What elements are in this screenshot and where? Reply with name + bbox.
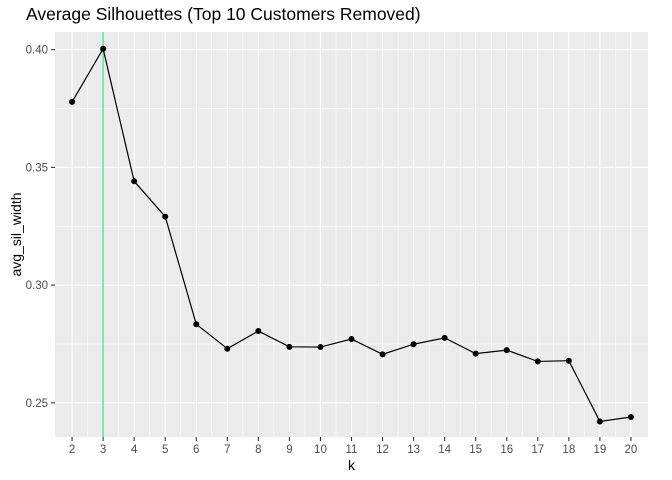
data-point — [441, 334, 448, 341]
x-tick-label: 6 — [193, 444, 199, 456]
x-tick-label: 7 — [224, 444, 230, 456]
x-tick-label: 19 — [593, 444, 606, 456]
y-axis-ticks: 0.25 0.30 0.35 0.40 — [26, 45, 55, 410]
data-point — [255, 328, 262, 335]
data-point — [224, 345, 231, 352]
y-tick-label: 0.25 — [26, 398, 48, 410]
series-layer — [69, 45, 634, 425]
data-point — [410, 341, 417, 348]
x-tick-label: 13 — [407, 444, 420, 456]
x-tick-label: 16 — [500, 444, 513, 456]
data-point — [100, 45, 107, 52]
data-point — [596, 418, 603, 425]
chart-title: Average Silhouettes (Top 10 Customers Re… — [26, 4, 421, 24]
x-tick-label: 8 — [255, 444, 261, 456]
x-tick-label: 17 — [531, 444, 544, 456]
y-tick-label: 0.30 — [26, 280, 48, 292]
y-axis-title: avg_sil_width — [8, 192, 24, 276]
x-tick-label: 3 — [100, 444, 106, 456]
x-axis-title: k — [348, 457, 356, 473]
x-tick-label: 18 — [562, 444, 575, 456]
data-point — [534, 358, 541, 365]
x-tick-label: 9 — [286, 444, 292, 456]
data-point — [503, 347, 510, 354]
data-point — [286, 343, 293, 350]
x-tick-label: 10 — [314, 444, 327, 456]
y-tick-label: 0.35 — [26, 162, 48, 174]
data-point — [627, 413, 634, 420]
x-tick-label: 12 — [376, 444, 389, 456]
x-tick-label: 5 — [162, 444, 168, 456]
data-point — [193, 321, 200, 328]
x-tick-label: 4 — [131, 444, 138, 456]
x-axis-ticks: 2 3 4 5 6 7 8 9 10 11 12 13 14 15 16 17 18 19 20 — [69, 437, 637, 456]
major-gridlines — [55, 32, 648, 437]
x-tick-label: 14 — [438, 444, 451, 456]
x-tick-label: 11 — [346, 444, 358, 456]
data-point — [379, 351, 386, 358]
x-tick-label: 20 — [625, 444, 638, 456]
data-point — [162, 213, 169, 220]
y-tick-label: 0.40 — [26, 45, 48, 57]
data-point — [348, 336, 355, 343]
x-tick-label: 2 — [69, 444, 75, 456]
data-point — [472, 350, 479, 357]
x-tick-label: 15 — [469, 444, 482, 456]
data-point — [131, 178, 138, 185]
minor-gridlines — [55, 32, 648, 437]
data-point — [69, 98, 76, 105]
data-point — [317, 344, 324, 351]
data-point — [565, 357, 572, 364]
